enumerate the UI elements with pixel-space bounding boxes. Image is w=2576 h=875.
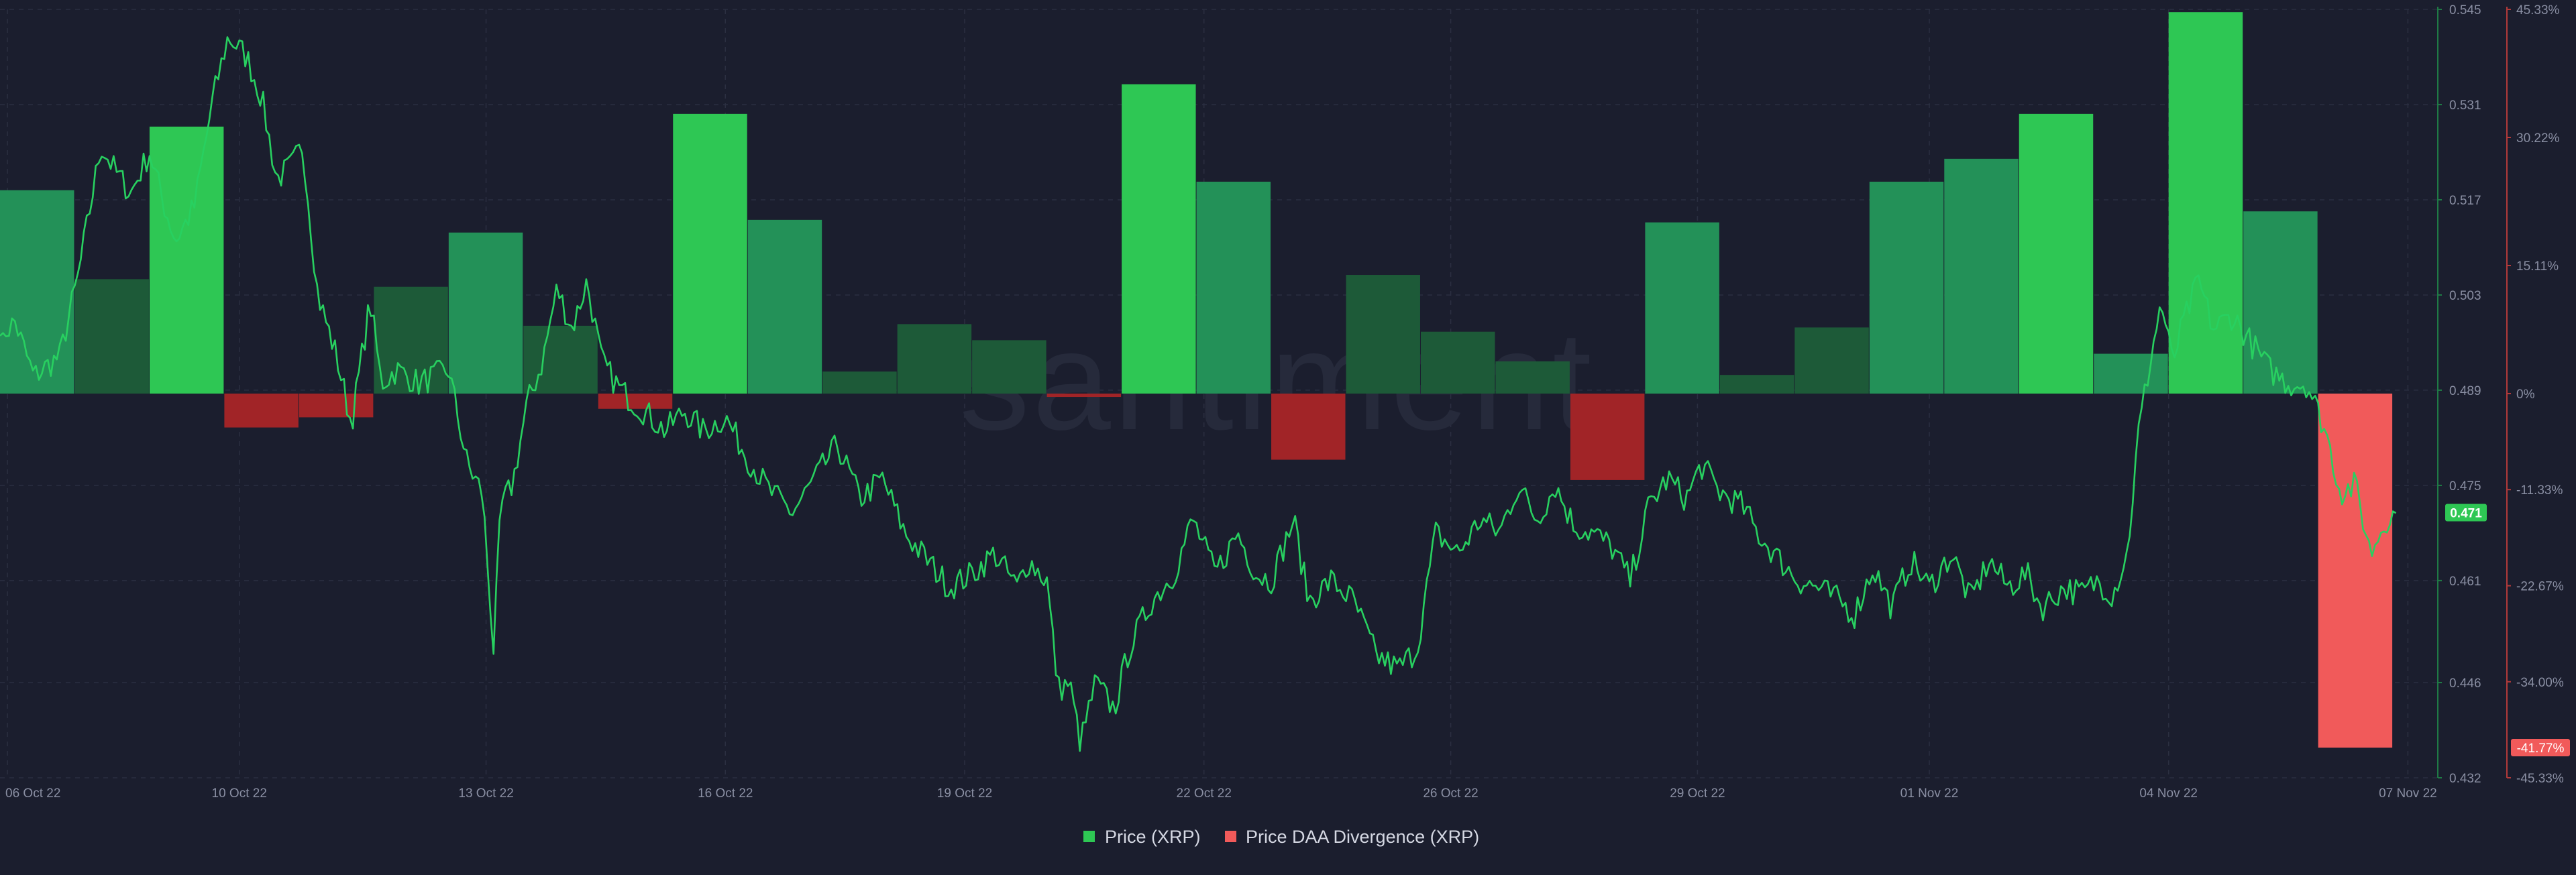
date-axis-tick-label: 01 Nov 22 — [1900, 786, 1959, 801]
price-line-group — [0, 36, 2397, 752]
divergence-bar — [1122, 84, 1196, 394]
date-axis-tick-label: 16 Oct 22 — [698, 786, 753, 801]
divergence-axis-tick-label: -45.33% — [2516, 772, 2564, 786]
divergence-bar — [598, 394, 673, 409]
date-axis-tick-label: 29 Oct 22 — [1670, 786, 1725, 801]
legend-item-price[interactable]: Price (XRP) — [1083, 827, 1201, 847]
price-axis-tick-label: 0.517 — [2449, 194, 2481, 208]
divergence-bar — [523, 325, 598, 394]
price-axis-tick-label: 0.489 — [2449, 384, 2481, 398]
legend-swatch-divergence — [1225, 831, 1236, 842]
divergence-bar — [149, 126, 224, 394]
divergence-current-badge: -41.77% — [2511, 738, 2570, 756]
price-badge-background — [2445, 504, 2487, 522]
date-axis-tick-label: 26 Oct 22 — [1423, 786, 1478, 801]
divergence-bar — [2019, 113, 2094, 394]
legend-item-divergence[interactable]: Price DAA Divergence (XRP) — [1225, 827, 1479, 847]
divergence-bar — [1420, 331, 1495, 394]
divergence-bar — [1271, 394, 1346, 460]
legend-label-divergence: Price DAA Divergence (XRP) — [1246, 827, 1479, 847]
legend: Price (XRP) Price DAA Divergence (XRP) — [1083, 827, 1479, 847]
price-axis-tick-label: 0.531 — [2449, 99, 2481, 113]
divergence-bar — [673, 113, 747, 394]
divergence-axis-tick-label: 0% — [2516, 388, 2535, 402]
price-axis-tick-label: 0.461 — [2449, 575, 2481, 589]
divergence-bars — [0, 12, 2393, 748]
divergence-bar — [1944, 158, 2019, 394]
divergence-current-value: -41.77% — [2517, 742, 2565, 756]
divergence-bar — [1495, 361, 1570, 394]
divergence-bar — [2094, 353, 2168, 394]
divergence-bar — [448, 232, 523, 394]
legend-label-price: Price (XRP) — [1105, 827, 1201, 847]
date-axis-tick-label: 07 Nov 22 — [2379, 786, 2437, 801]
date-axis-tick-label: 10 Oct 22 — [212, 786, 267, 801]
divergence-bar — [897, 324, 972, 394]
date-axis-tick-label: 22 Oct 22 — [1177, 786, 1232, 801]
price-axis-tick-label: 0.475 — [2449, 479, 2481, 493]
legend-swatch-price — [1083, 831, 1095, 842]
divergence-axis-tick-label: 30.22% — [2516, 131, 2560, 145]
divergence-bar — [747, 219, 822, 394]
divergence-bar — [1719, 375, 1794, 394]
divergence-bar — [1794, 327, 1869, 394]
divergence-bar — [2168, 12, 2243, 394]
divergence-bar — [0, 190, 74, 394]
divergence-bar — [1645, 222, 1719, 394]
divergence-bar — [1196, 181, 1271, 394]
price-axis-tick-label: 0.432 — [2449, 772, 2481, 786]
price-axis: 0.545 0.531 0.517 0.503 0.489 0.475 0.461 0.446… — [2438, 3, 2481, 786]
date-axis: 06 Oct 22 10 Oct 22 13 Oct 22 16 Oct 22 19 O… — [5, 786, 2437, 801]
divergence-axis-tick-label: 15.11% — [2516, 259, 2559, 274]
date-axis-tick-label: 13 Oct 22 — [458, 786, 513, 801]
divergence-axis-tick-label: -11.33% — [2516, 483, 2563, 498]
divergence-bar — [972, 340, 1046, 394]
divergence-bar — [224, 394, 299, 428]
divergence-axis-tick-label: -22.67% — [2516, 580, 2564, 594]
divergence-bar — [2243, 211, 2318, 394]
divergence-bar — [822, 371, 897, 394]
date-axis-tick-label: 06 Oct 22 — [5, 786, 60, 801]
date-axis-tick-label: 19 Oct 22 — [937, 786, 992, 801]
divergence-badge-background — [2511, 738, 2570, 756]
divergence-bar — [1046, 394, 1122, 398]
divergence-bar — [1346, 275, 1420, 394]
divergence-bar — [1869, 181, 1944, 394]
divergence-axis: 45.33% 30.22% 15.11% 0% -11.33% -22.67% -34.00… — [2507, 3, 2564, 786]
divergence-bar — [1570, 394, 1645, 480]
price-line — [0, 36, 2397, 752]
price-current-value: 0.471 — [2450, 506, 2482, 520]
price-axis-tick-label: 0.446 — [2449, 677, 2481, 691]
divergence-bar — [2318, 394, 2393, 748]
date-axis-tick-label: 04 Nov 22 — [2139, 786, 2198, 801]
price-axis-tick-label: 0.503 — [2449, 289, 2481, 303]
price-axis-tick-label: 0.545 — [2449, 3, 2481, 17]
divergence-axis-tick-label: 45.33% — [2516, 3, 2560, 17]
divergence-bar — [299, 394, 374, 418]
divergence-bar — [74, 279, 149, 394]
price-current-badge: 0.471 — [2445, 504, 2487, 522]
divergence-bar — [374, 286, 448, 394]
divergence-axis-tick-label: -34.00% — [2516, 676, 2564, 690]
